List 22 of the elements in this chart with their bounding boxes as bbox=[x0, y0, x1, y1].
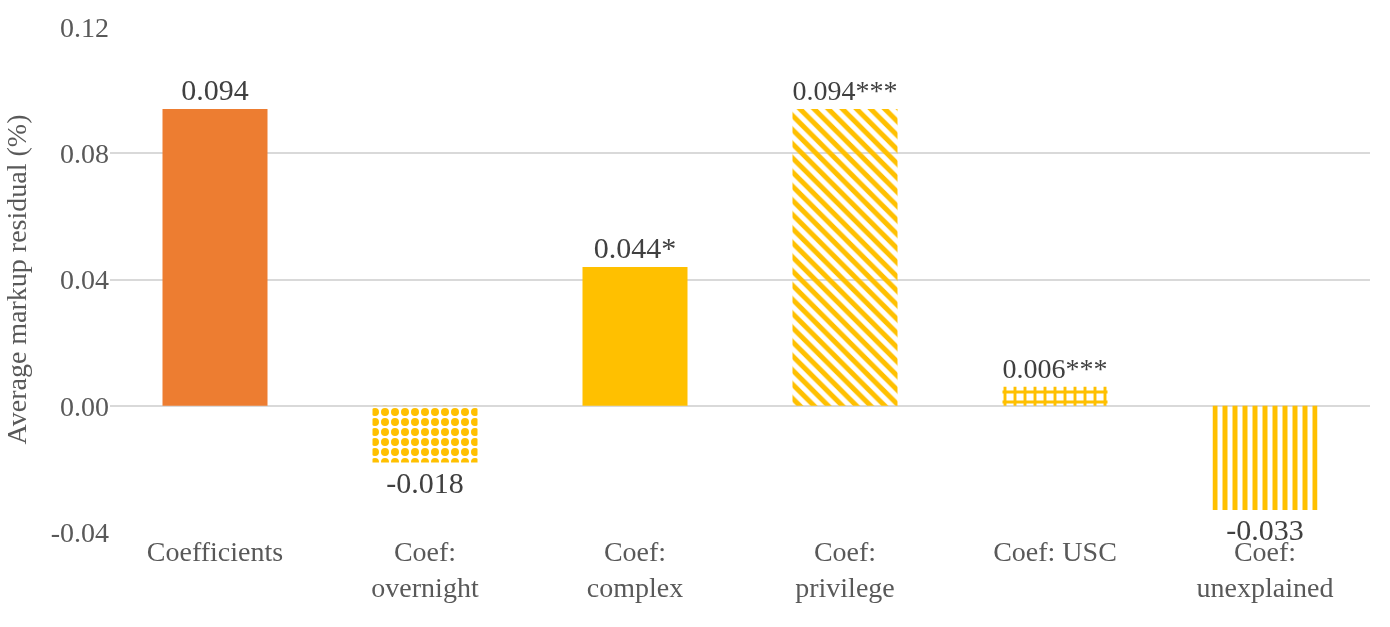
y-axis-title: Average markup residual (%) bbox=[1, 114, 33, 445]
bar bbox=[372, 405, 478, 463]
y-tick-label: 0.12 bbox=[60, 11, 109, 43]
y-tick-label: 0.04 bbox=[60, 264, 109, 296]
y-tick-label: 0.00 bbox=[60, 390, 109, 422]
x-tick-label: Coef: complex bbox=[586, 536, 684, 604]
y-tick-label: -0.04 bbox=[50, 516, 109, 548]
data-label: 0.094*** bbox=[792, 75, 898, 107]
data-label: -0.018 bbox=[386, 465, 464, 499]
x-tick-label: Coefficients bbox=[146, 536, 284, 567]
bar bbox=[582, 266, 688, 406]
data-label: 0.094 bbox=[181, 73, 249, 107]
bar bbox=[1212, 405, 1318, 510]
bar bbox=[792, 109, 898, 406]
y-tick-label: 0.08 bbox=[60, 138, 109, 170]
data-label: 0.006*** bbox=[1002, 353, 1108, 385]
bar bbox=[162, 109, 268, 406]
data-label: 0.044* bbox=[593, 230, 677, 264]
x-tick-label: Coef: privilege bbox=[795, 536, 895, 604]
x-tick-label: Coef: overnight bbox=[371, 536, 479, 604]
bar bbox=[1002, 386, 1108, 406]
x-tick-label: Coef: USC bbox=[993, 536, 1117, 567]
